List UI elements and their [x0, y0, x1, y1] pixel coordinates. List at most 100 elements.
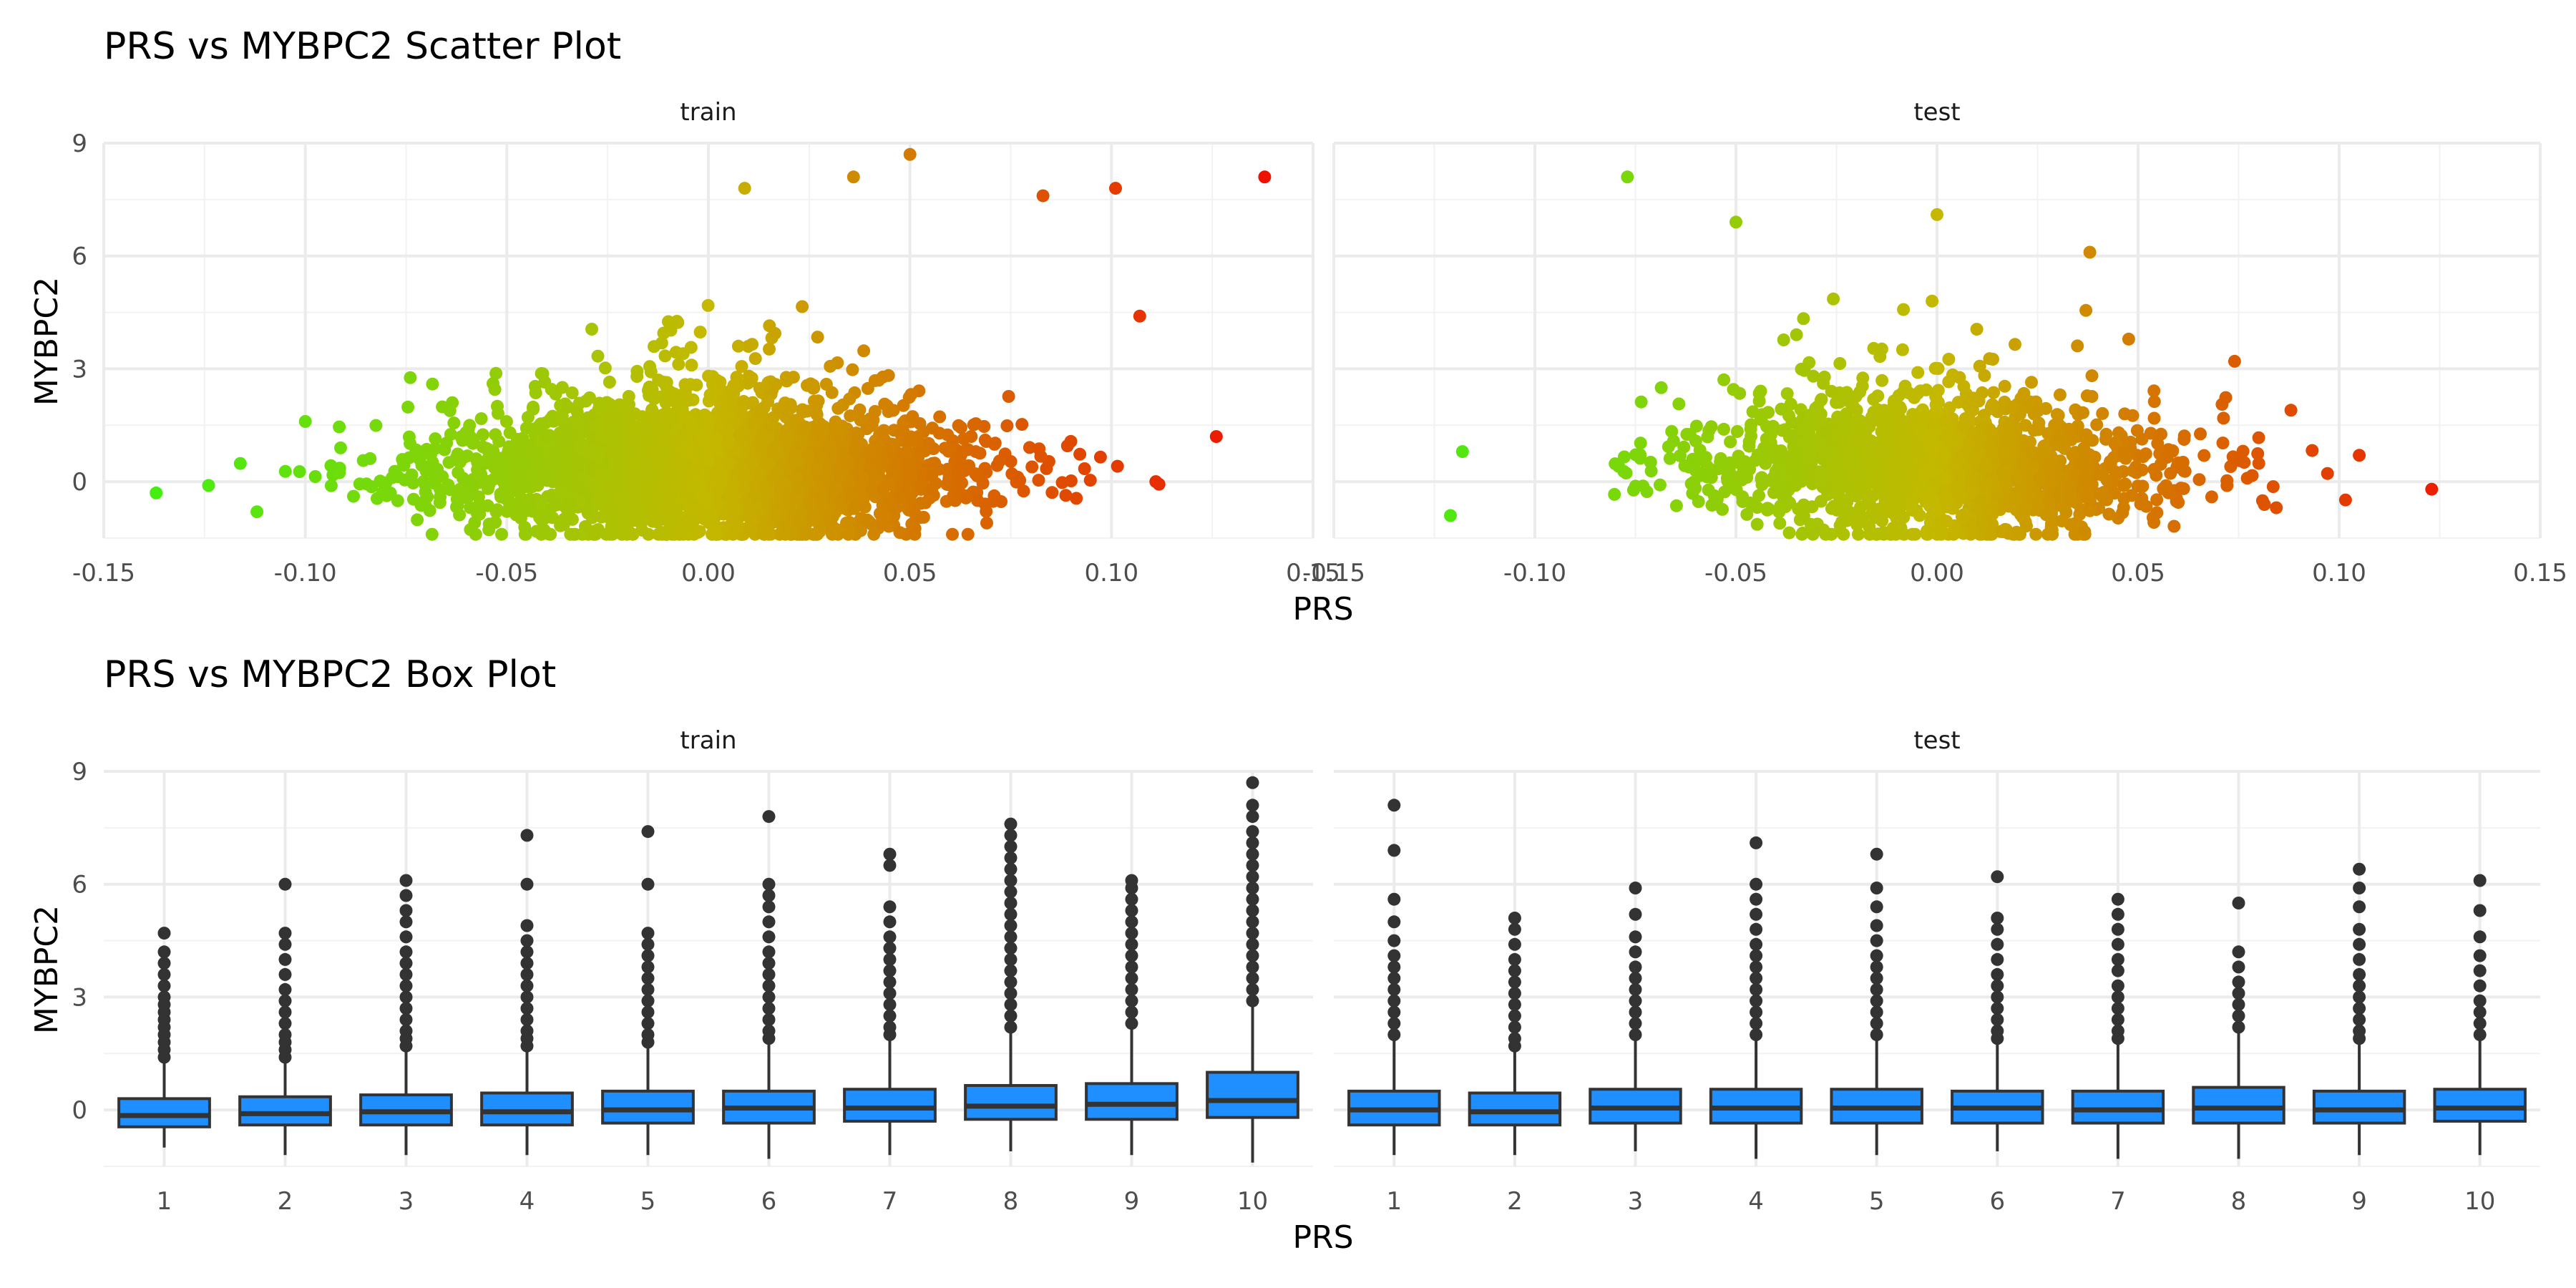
scatter-point: [1669, 499, 1683, 512]
scatter-point: [530, 525, 543, 538]
scatter-point: [2077, 406, 2089, 419]
x-tick-label: 1: [157, 1187, 172, 1216]
scatter-point: [1833, 396, 1846, 409]
scatter-point: [1998, 379, 2011, 393]
scatter-point: [744, 504, 758, 517]
scatter-point: [2147, 463, 2161, 476]
scatter-point: [2082, 485, 2096, 498]
scatter-point: [771, 449, 784, 462]
scatter-point: [443, 483, 457, 497]
scatter-point: [2177, 433, 2191, 446]
scatter-point: [2010, 472, 2024, 485]
scatter-point: [324, 459, 338, 472]
scatter-point: [630, 370, 644, 384]
scatter-point: [1938, 447, 1951, 461]
box-outlier: [399, 957, 413, 970]
box-outlier: [883, 930, 897, 944]
scatter-point: [987, 437, 1001, 451]
box-strip-test: test: [1913, 726, 1960, 755]
scatter-point: [1999, 478, 2012, 492]
box-outlier: [278, 877, 292, 891]
box-outlier: [2232, 960, 2245, 974]
scatter-point: [598, 361, 612, 375]
scatter-point: [709, 527, 723, 541]
scatter-point: [1093, 450, 1107, 464]
scatter-point: [658, 349, 672, 363]
scatter-point: [1133, 309, 1146, 323]
scatter-point: [429, 441, 442, 455]
scatter-point: [763, 420, 777, 434]
box-outlier: [762, 945, 776, 959]
scatter-point: [604, 424, 618, 437]
scatter-point: [1926, 294, 1939, 308]
scatter-point: [1752, 394, 1766, 408]
scatter-point: [1701, 430, 1714, 444]
scatter-point: [782, 429, 795, 442]
x-tick-label: 2: [278, 1187, 293, 1216]
box-iqr: [1468, 1091, 1562, 1127]
scatter-point: [595, 468, 609, 482]
scatter-point: [1973, 359, 1986, 373]
scatter-point: [1045, 486, 1059, 499]
box-outlier: [1004, 987, 1018, 1000]
box-outlier: [2353, 937, 2366, 951]
scatter-point: [858, 500, 872, 514]
box-outlier: [1246, 937, 1259, 951]
box-iqr: [1085, 1082, 1179, 1121]
scatter-point: [1810, 400, 1824, 414]
box-outlier: [399, 945, 413, 959]
scatter-point: [726, 397, 740, 411]
box-outlier: [641, 1005, 655, 1019]
box-iqr: [601, 1089, 695, 1125]
scatter-point: [2039, 508, 2053, 522]
scatter-point: [790, 492, 804, 505]
scatter-point: [411, 513, 424, 527]
box-outlier: [883, 942, 897, 955]
scatter-point: [402, 430, 416, 444]
x-tick-label: 0.10: [2312, 559, 2366, 587]
scatter-point: [748, 352, 762, 366]
box-outlier: [399, 967, 413, 981]
box-outlier: [1387, 934, 1401, 947]
scatter-point: [2053, 429, 2067, 442]
scatter-point: [879, 509, 893, 522]
box-outlier: [1246, 904, 1259, 917]
box-strip-train: train: [680, 726, 736, 755]
scatter-point: [539, 416, 552, 429]
box-outlier: [641, 949, 655, 962]
scatter-point: [643, 360, 656, 374]
scatter-point: [347, 489, 360, 503]
box-outlier: [1004, 897, 1018, 909]
box-outlier: [1750, 960, 1763, 974]
box-outlier: [641, 994, 655, 1008]
scatter-point: [736, 482, 750, 494]
scatter-point: [2017, 386, 2031, 400]
scatter-point: [1877, 449, 1890, 462]
scatter-point: [728, 415, 741, 429]
x-tick-label: 5: [640, 1187, 656, 1216]
scatter-point: [2062, 422, 2076, 436]
scatter-point: [1773, 517, 1787, 530]
scatter-point: [2025, 376, 2038, 389]
scatter-point: [547, 471, 561, 484]
scatter-point: [1702, 483, 1715, 497]
scatter-point: [493, 471, 507, 484]
box-outlier: [399, 904, 413, 917]
box-outlier: [1870, 960, 1883, 974]
scatter-point: [2096, 406, 2109, 420]
scatter-point: [1017, 484, 1030, 498]
scatter-point: [379, 476, 393, 489]
box-outlier: [1629, 972, 1642, 985]
scatter-point: [1672, 397, 1686, 411]
scatter-point: [562, 449, 575, 463]
scatter-point: [406, 492, 420, 506]
box-outlier: [1991, 1013, 2004, 1026]
box-outlier: [278, 967, 292, 981]
box-outlier: [2111, 979, 2124, 992]
box-outlier: [1991, 967, 2004, 981]
scatter-point: [794, 517, 807, 531]
scatter-point: [586, 459, 600, 473]
y-tick-label: 0: [72, 1096, 87, 1125]
scatter-point: [489, 366, 503, 380]
